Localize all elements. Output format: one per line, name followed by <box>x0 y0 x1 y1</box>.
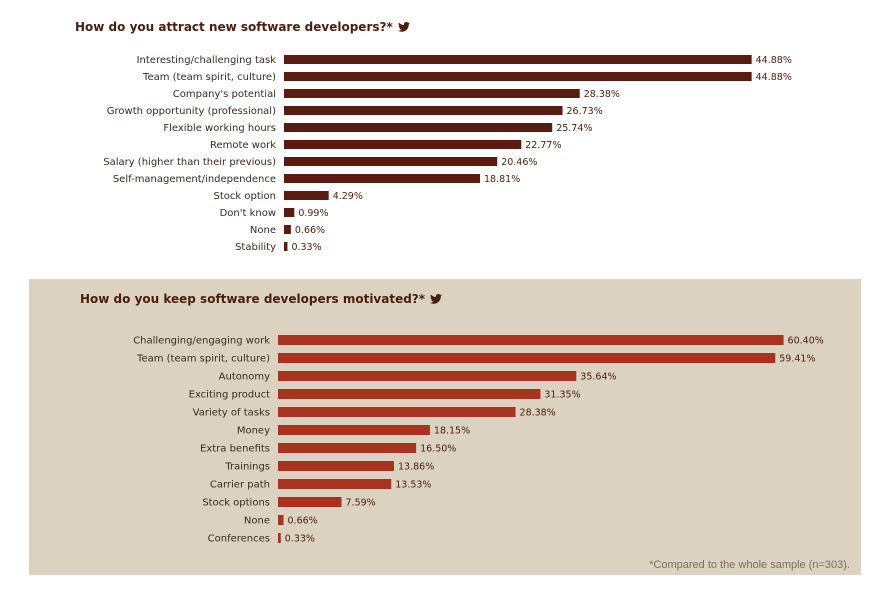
bar <box>278 461 395 471</box>
value-label: 0.66% <box>288 516 318 527</box>
value-label: 31.35% <box>544 390 580 401</box>
category-label: Stock options <box>202 498 270 509</box>
value-label: 0.66% <box>295 225 325 236</box>
bar <box>284 191 329 200</box>
category-label: Stock option <box>214 191 276 202</box>
bar <box>278 479 392 489</box>
bar <box>278 371 577 381</box>
value-label: 28.38% <box>520 408 556 419</box>
value-label: 18.15% <box>434 426 470 437</box>
bar <box>278 425 430 435</box>
bar <box>284 157 498 166</box>
category-label: Extra benefits <box>200 444 270 455</box>
value-label: 22.77% <box>525 140 561 151</box>
category-label: Salary (higher than their previous) <box>103 157 276 168</box>
value-label: 13.86% <box>398 462 434 473</box>
bar <box>284 123 553 132</box>
value-label: 4.29% <box>333 191 363 202</box>
value-label: 20.46% <box>501 157 537 168</box>
chart2-panel <box>29 279 861 575</box>
category-label: Variety of tasks <box>193 408 270 419</box>
value-label: 16.50% <box>420 444 456 455</box>
category-label: Stability <box>235 242 276 253</box>
bar <box>278 497 342 507</box>
category-label: Growth opportunity (professional) <box>107 106 276 117</box>
value-label: 25.74% <box>556 123 592 134</box>
bar <box>284 72 752 81</box>
bar <box>278 515 284 525</box>
value-label: 59.41% <box>779 354 815 365</box>
category-label: Team (team spirit, culture) <box>136 354 270 365</box>
category-label: Team (team spirit, culture) <box>142 72 276 83</box>
bar <box>278 335 784 345</box>
value-label: 44.88% <box>756 55 792 66</box>
bar <box>284 225 291 234</box>
category-label: Money <box>237 426 270 437</box>
bar <box>278 443 417 453</box>
category-label: Self-management/independence <box>113 174 276 185</box>
chart1-title: How do you attract new software develope… <box>75 20 410 35</box>
bar <box>278 353 776 363</box>
chart2-title: How do you keep software developers moti… <box>80 292 443 307</box>
category-label: Challenging/engaging work <box>133 336 270 347</box>
value-label: 0.99% <box>298 208 328 219</box>
category-label: Autonomy <box>219 372 270 383</box>
twitter-bird-icon[interactable] <box>430 293 443 307</box>
footnote: *Compared to the whole sample (n=303). <box>649 559 850 571</box>
value-label: 26.73% <box>567 106 603 117</box>
bar <box>278 389 541 399</box>
value-label: 35.64% <box>580 372 616 383</box>
category-label: Company's potential <box>173 89 276 100</box>
value-label: 0.33% <box>285 534 315 545</box>
bar <box>284 89 580 98</box>
twitter-bird-icon[interactable] <box>397 21 410 35</box>
category-label: Interesting/challenging task <box>137 55 277 66</box>
bar <box>278 407 516 417</box>
value-label: 44.88% <box>756 72 792 83</box>
value-label: 0.33% <box>291 242 321 253</box>
chart1-title-text: How do you attract new software develope… <box>75 20 393 34</box>
category-label: Carrier path <box>210 480 270 491</box>
value-label: 18.81% <box>484 174 520 185</box>
chart2-title-text: How do you keep software developers moti… <box>80 292 426 306</box>
bar <box>284 242 288 251</box>
category-label: Conferences <box>208 534 270 545</box>
category-label: Exciting product <box>189 390 270 401</box>
category-label: None <box>250 225 276 236</box>
category-label: Don't know <box>220 208 276 219</box>
category-label: Remote work <box>210 140 276 151</box>
category-label: Flexible working hours <box>163 123 276 134</box>
value-label: 28.38% <box>584 89 620 100</box>
value-label: 60.40% <box>788 336 824 347</box>
value-label: 13.53% <box>395 480 431 491</box>
bar <box>284 106 563 115</box>
bar <box>284 55 752 64</box>
category-label: None <box>244 516 270 527</box>
chart1-svg: Interesting/challenging task 44.88% Team (… <box>103 55 792 253</box>
bar <box>278 533 281 543</box>
bar <box>284 140 522 149</box>
bar <box>284 208 295 217</box>
bar <box>284 174 481 183</box>
category-label: Trainings <box>224 462 270 473</box>
value-label: 7.59% <box>346 498 376 509</box>
